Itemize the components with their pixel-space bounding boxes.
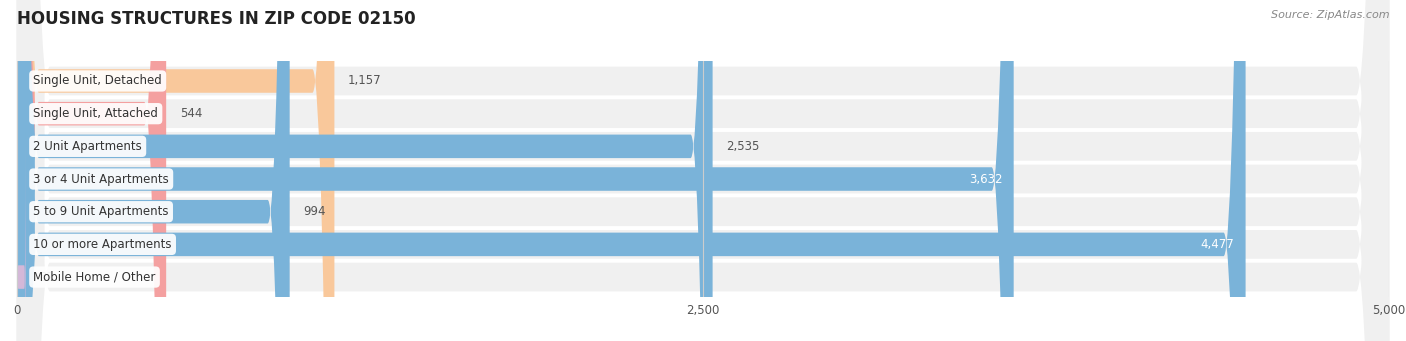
Text: 4,477: 4,477 <box>1201 238 1234 251</box>
Text: HOUSING STRUCTURES IN ZIP CODE 02150: HOUSING STRUCTURES IN ZIP CODE 02150 <box>17 10 416 28</box>
Text: 2,535: 2,535 <box>727 140 759 153</box>
Text: Mobile Home / Other: Mobile Home / Other <box>34 270 156 284</box>
FancyBboxPatch shape <box>17 0 335 341</box>
FancyBboxPatch shape <box>17 0 1389 341</box>
Text: Single Unit, Attached: Single Unit, Attached <box>34 107 159 120</box>
Text: 994: 994 <box>304 205 326 218</box>
Text: 1,157: 1,157 <box>349 74 382 88</box>
FancyBboxPatch shape <box>17 0 290 341</box>
FancyBboxPatch shape <box>17 0 713 341</box>
FancyBboxPatch shape <box>17 0 1389 341</box>
Text: 10 or more Apartments: 10 or more Apartments <box>34 238 172 251</box>
FancyBboxPatch shape <box>17 0 1246 341</box>
FancyBboxPatch shape <box>17 0 1389 341</box>
Text: 3 or 4 Unit Apartments: 3 or 4 Unit Apartments <box>34 173 169 186</box>
Text: 3,632: 3,632 <box>969 173 1002 186</box>
FancyBboxPatch shape <box>17 0 1389 341</box>
FancyBboxPatch shape <box>17 0 1389 341</box>
FancyBboxPatch shape <box>17 132 25 341</box>
Text: 5 to 9 Unit Apartments: 5 to 9 Unit Apartments <box>34 205 169 218</box>
Text: 32: 32 <box>39 270 55 284</box>
Text: Single Unit, Detached: Single Unit, Detached <box>34 74 162 88</box>
FancyBboxPatch shape <box>17 0 1389 341</box>
FancyBboxPatch shape <box>17 0 166 341</box>
Text: 544: 544 <box>180 107 202 120</box>
Text: 2 Unit Apartments: 2 Unit Apartments <box>34 140 142 153</box>
FancyBboxPatch shape <box>17 0 1389 341</box>
FancyBboxPatch shape <box>17 0 1014 341</box>
Text: Source: ZipAtlas.com: Source: ZipAtlas.com <box>1271 10 1389 20</box>
